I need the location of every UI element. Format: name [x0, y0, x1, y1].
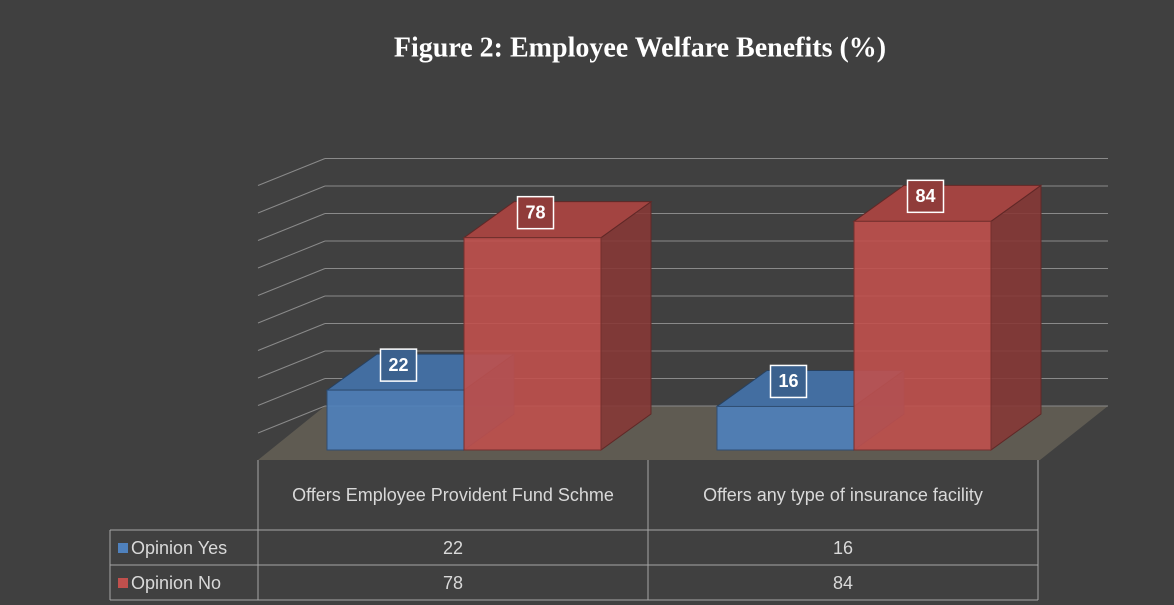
category-label: Offers Employee Provident Fund Schme	[292, 485, 614, 505]
data-label-box	[769, 364, 808, 399]
legend-label: Opinion No	[131, 572, 222, 593]
grid-line-side	[257, 213, 326, 241]
data-label: 22	[388, 355, 408, 375]
bar	[852, 184, 1043, 451]
bar-front	[716, 405, 855, 451]
data-label-box	[516, 195, 555, 230]
grid-line-side	[257, 295, 326, 324]
table-value: 84	[832, 572, 854, 593]
data-label: 78	[525, 202, 545, 222]
bar	[462, 200, 653, 451]
grid-line-side	[257, 158, 326, 186]
legend-swatch	[118, 577, 128, 588]
grid-line-side	[257, 405, 326, 434]
legend-label: Opinion Yes	[131, 537, 228, 558]
data-label: 84	[915, 186, 935, 206]
category-label: Offers any type of insurance facility	[703, 485, 983, 505]
grid-line-side	[257, 378, 326, 406]
data-label-box	[379, 348, 418, 382]
legend-entry: Opinion Yes	[110, 530, 258, 565]
bar-front	[853, 220, 992, 451]
chart-title: Figure 2: Employee Welfare Benefits (%)	[394, 32, 886, 63]
table-value: 78	[442, 572, 464, 593]
data-label-box	[906, 179, 945, 214]
grid-line-side	[257, 240, 326, 269]
bar-front	[463, 237, 602, 451]
table-value: 16	[832, 537, 854, 558]
grid-line-side	[257, 268, 326, 296]
table-value: 22	[442, 537, 464, 558]
bar-side	[600, 200, 652, 451]
grid-line-side	[257, 350, 326, 379]
grid-line-side	[257, 185, 326, 214]
bar-front	[326, 389, 465, 451]
bar-side	[990, 184, 1042, 451]
legend-swatch	[118, 542, 128, 553]
data-label: 16	[778, 371, 798, 391]
legend-entry: Opinion No	[110, 565, 258, 600]
grid-line-side	[257, 323, 326, 351]
